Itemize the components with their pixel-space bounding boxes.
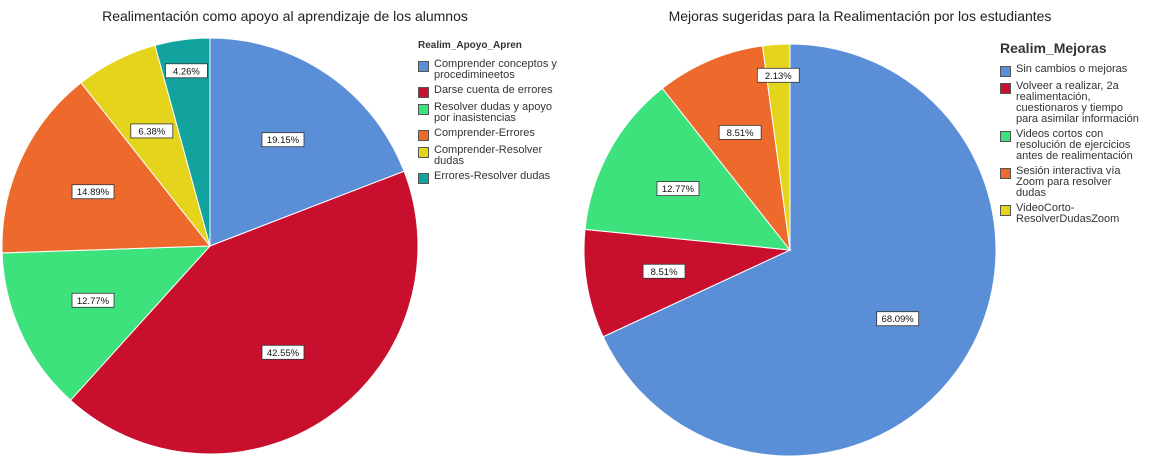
pie-slice [209, 37, 405, 247]
chart-title: Realimentación como apoyo al aprendizaje… [102, 8, 468, 24]
chart-title: Mejoras sugeridas para la Realimentación… [668, 8, 1052, 24]
label-box [261, 344, 305, 360]
pie-slice [69, 170, 419, 455]
legend-item: Sesión interactiva vía Zoom para resolve… [1000, 166, 1140, 199]
slice-label: 8.51% [727, 128, 754, 139]
legend-item: VideoCorto-ResolverDudasZoom [1000, 203, 1140, 225]
label-box [165, 63, 208, 79]
pie-slice [583, 228, 792, 338]
legend-item: Resolver dudas y apoyo por inasistencias [418, 102, 558, 124]
legend-label: Sin cambios o mejoras [1016, 63, 1128, 75]
legend-label: Volveer a realizar, 2a realimentación, c… [1016, 80, 1139, 125]
slice-label: 6.38% [138, 126, 165, 137]
label-box [756, 67, 800, 83]
legend-item: Volveer a realizar, 2a realimentación, c… [1000, 81, 1140, 125]
slice-label: 14.89% [77, 187, 110, 198]
legend-swatch [418, 147, 429, 158]
legend-label: Comprender conceptos y procedimineetos [434, 58, 557, 81]
legend-label: Videos cortos con resolución de ejercici… [1016, 128, 1133, 162]
pie-slice [761, 43, 791, 251]
pie-slice [602, 43, 997, 456]
legend: Realim_Apoyo_Apren Comprender conceptos y… [418, 40, 558, 188]
legend-label: Comprender-Errores [434, 127, 535, 139]
legend-label: Resolver dudas y apoyo por inasistencias [434, 101, 553, 124]
label-box [71, 292, 115, 308]
legend-swatch [418, 173, 429, 184]
legend-title: Realim_Mejoras [1000, 40, 1107, 56]
pie-slice [661, 45, 791, 252]
pie-slice [154, 37, 211, 247]
legend-item: Comprender-Resolver dudas [418, 145, 558, 167]
legend-swatch [1000, 66, 1011, 77]
slice-label: 8.51% [651, 267, 678, 278]
legend-title: Realim_Apoyo_Apren [418, 40, 522, 51]
legend-swatch [1000, 131, 1011, 142]
legend-item: Darse cuenta de errores [418, 85, 558, 98]
legend-swatch [1000, 83, 1011, 94]
slice-label: 12.77% [77, 296, 110, 307]
legend-label: Comprender-Resolver dudas [434, 144, 543, 167]
legend-label: Errores-Resolver dudas [434, 170, 551, 182]
legend-swatch [1000, 168, 1011, 179]
slice-label: 42.55% [267, 348, 300, 359]
legend-label: VideoCorto-ResolverDudasZoom [1016, 202, 1120, 225]
legend-item: Sin cambios o mejoras [1000, 64, 1140, 77]
slice-label: 68.09% [882, 314, 915, 325]
label-box [130, 123, 174, 139]
label-box [718, 125, 762, 140]
slice-label: 12.77% [662, 184, 695, 195]
label-box [71, 184, 115, 200]
pie-slice [1, 82, 212, 254]
legend-swatch [418, 104, 429, 115]
slice-label: 2.13% [765, 71, 792, 82]
pie-slice [1, 245, 212, 401]
legend-label: Darse cuenta de errores [434, 84, 553, 96]
legend-item: Videos cortos con resolución de ejercici… [1000, 129, 1140, 162]
label-box [876, 311, 920, 327]
legend-swatch [1000, 205, 1011, 216]
legend: Realim_Mejoras Sin cambios o mejoras Volve… [1000, 40, 1140, 229]
slice-label: 4.26% [173, 66, 200, 77]
label-box [656, 181, 700, 197]
pie-slice [584, 87, 792, 251]
label-box [261, 132, 305, 148]
legend-item: Comprender-Errores [418, 128, 558, 141]
legend-item: Errores-Resolver dudas [418, 171, 558, 184]
legend-item: Comprender conceptos y procedimineetos [418, 59, 558, 81]
legend-swatch [418, 130, 429, 141]
label-box [642, 263, 686, 279]
legend-label: Sesión interactiva vía Zoom para resolve… [1016, 165, 1121, 199]
slice-label: 19.15% [267, 135, 300, 146]
legend-swatch [418, 87, 429, 98]
legend-swatch [418, 61, 429, 72]
